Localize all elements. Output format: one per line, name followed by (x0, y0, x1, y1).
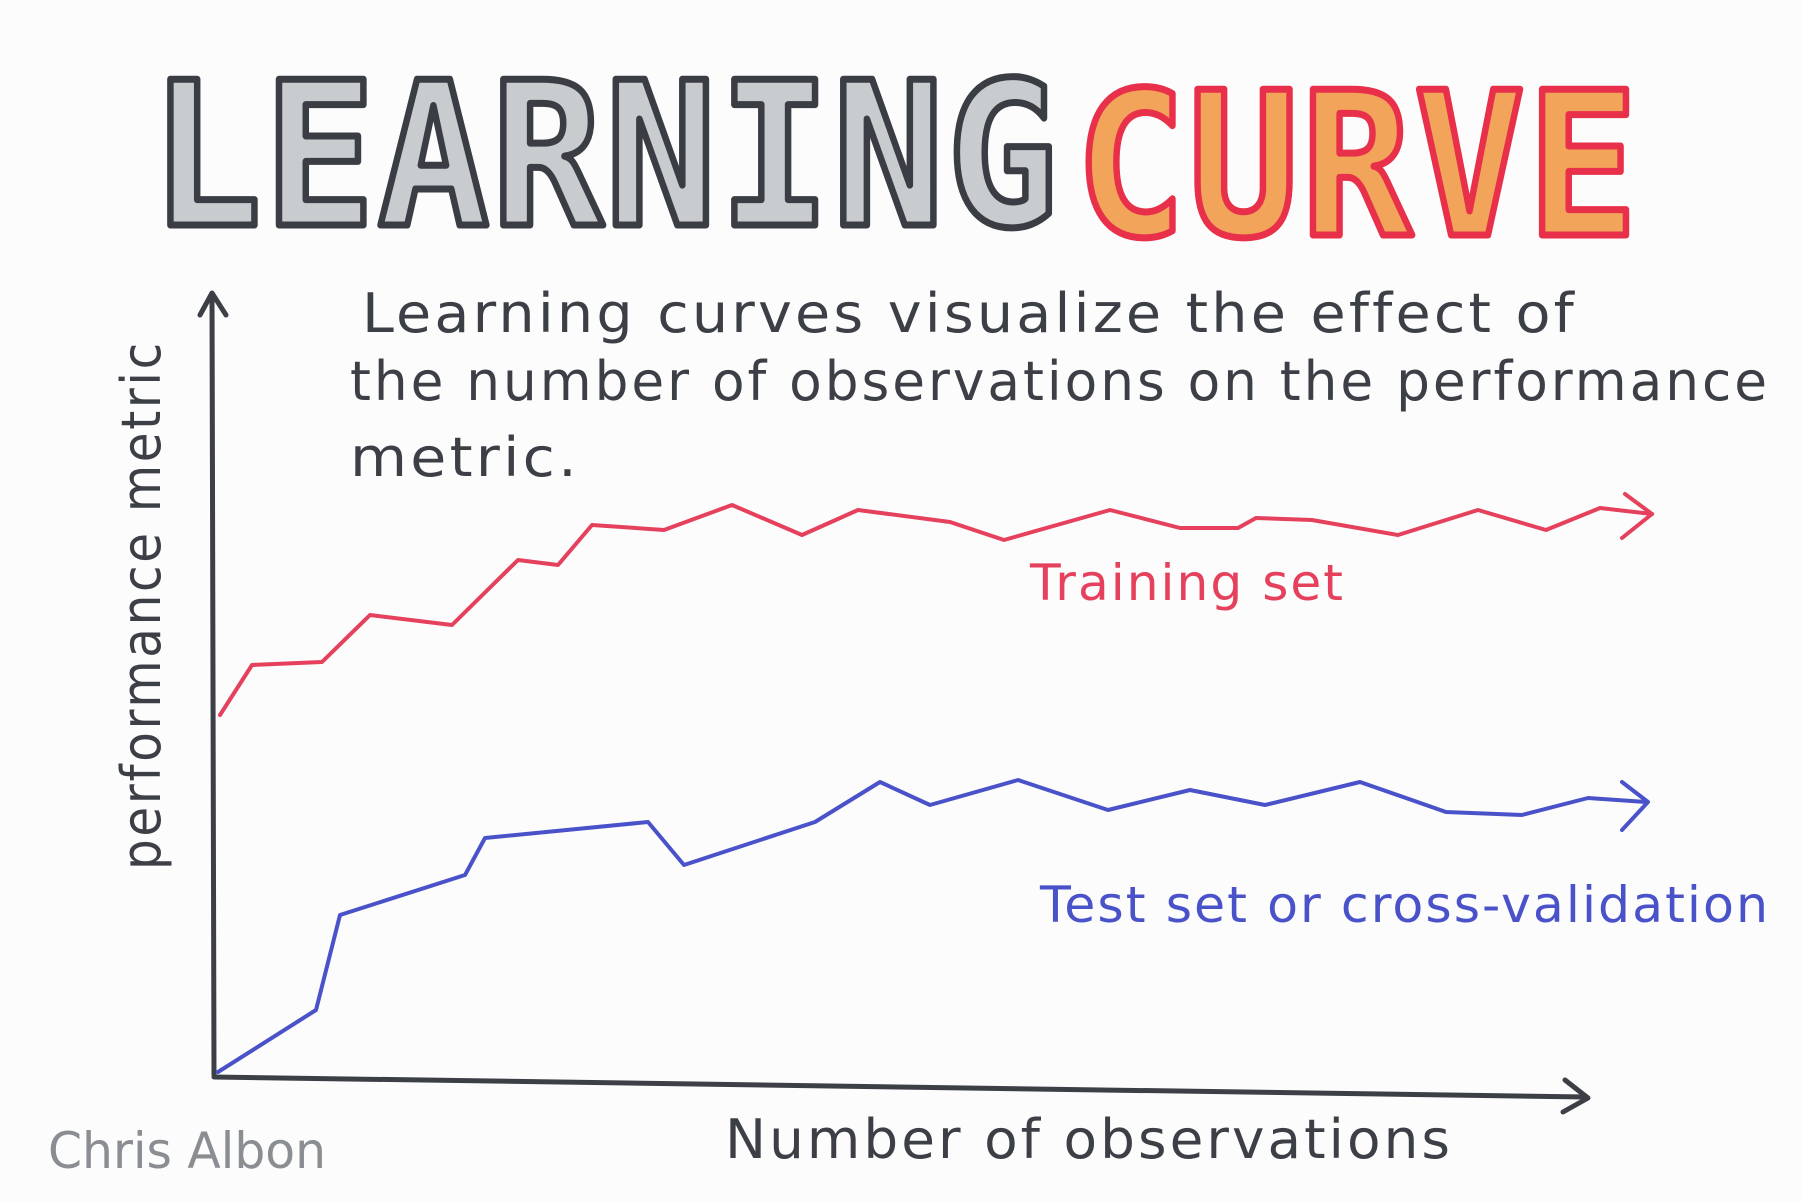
x-axis-arrowhead (1560, 1077, 1591, 1115)
training-curve-arrowhead (1620, 492, 1654, 540)
training-curve (218, 492, 1654, 717)
title: LEARNING CURVE (147, 37, 1642, 287)
test-curve (216, 778, 1650, 1074)
test-curve-arrowhead (1620, 780, 1650, 832)
training-curve-label: Training set (1029, 554, 1345, 612)
y-axis-label: performance metric (110, 340, 173, 870)
training-curve-line (218, 503, 1654, 717)
test-curve-line (216, 778, 1648, 1074)
description-line-3: metric. (350, 426, 580, 489)
y-axis-line (209, 292, 217, 1078)
x-axis-line (211, 1074, 1588, 1100)
author-signature: Chris Albon (48, 1122, 326, 1180)
x-axis-label: Number of observations (725, 1108, 1453, 1171)
title-word-learning: LEARNING (150, 40, 1060, 273)
test-curve-label: Test set or cross-validation (1039, 876, 1770, 934)
description-line-2: the number of observations on the perfor… (350, 350, 1770, 413)
description-line-1: Learning curves visualize the effect of (362, 282, 1577, 345)
title-word-curve: CURVE (1075, 50, 1640, 283)
axes (197, 290, 1591, 1115)
y-axis-arrowhead (197, 290, 229, 318)
description: Learning curves visualize the effect of … (350, 282, 1770, 489)
